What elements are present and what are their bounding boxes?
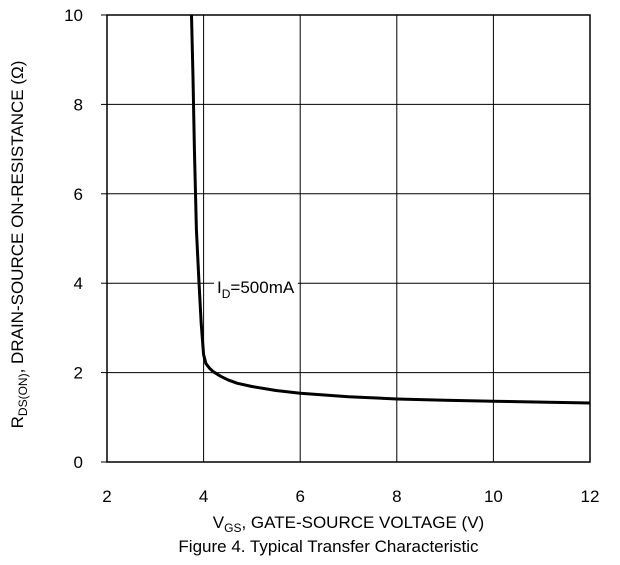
y-tick-label: 2 xyxy=(74,364,83,383)
x-axis-label-subscript: GS xyxy=(224,521,241,535)
series-line xyxy=(190,14,591,405)
x-tick-label: 2 xyxy=(102,487,111,506)
x-axis-label: VGS, GATE-SOURCE VOLTAGE (V) xyxy=(213,513,484,535)
y-axis-label-main: R xyxy=(8,416,27,428)
grid-lines xyxy=(107,15,590,462)
y-axis-label-rest: , DRAIN-SOURCE ON-RESISTANCE (Ω) xyxy=(8,61,27,374)
annotation-background xyxy=(214,277,298,302)
annotation-subscript: D xyxy=(222,287,231,301)
y-tick-label: 0 xyxy=(74,453,83,472)
x-tick-label: 10 xyxy=(484,487,503,506)
x-axis-label-main: V xyxy=(213,513,225,532)
y-tick-label: 6 xyxy=(74,185,83,204)
x-tick-label: 12 xyxy=(581,487,600,506)
x-tick-label: 4 xyxy=(199,487,208,506)
y-tick-label: 4 xyxy=(74,274,83,293)
annotation-main: I xyxy=(217,278,222,297)
plot-frame xyxy=(106,14,591,463)
y-tick-label: 10 xyxy=(64,6,83,25)
y-axis-label-subscript: DS(ON) xyxy=(16,373,30,416)
y-tick-label: 8 xyxy=(74,95,83,114)
y-axis-label: RDS(ON), DRAIN-SOURCE ON-RESISTANCE (Ω) xyxy=(8,61,30,429)
series-layer xyxy=(190,14,591,405)
id-500ma-annotation: ID=500mA xyxy=(217,278,295,301)
x-axis-label-rest: , GATE-SOURCE VOLTAGE (V) xyxy=(241,513,484,532)
x-tick-label: 8 xyxy=(392,487,401,506)
chart-title: Figure 4. Typical Transfer Characteristi… xyxy=(178,537,479,556)
x-tick-label: 6 xyxy=(295,487,304,506)
annotation-rest: =500mA xyxy=(230,278,294,297)
